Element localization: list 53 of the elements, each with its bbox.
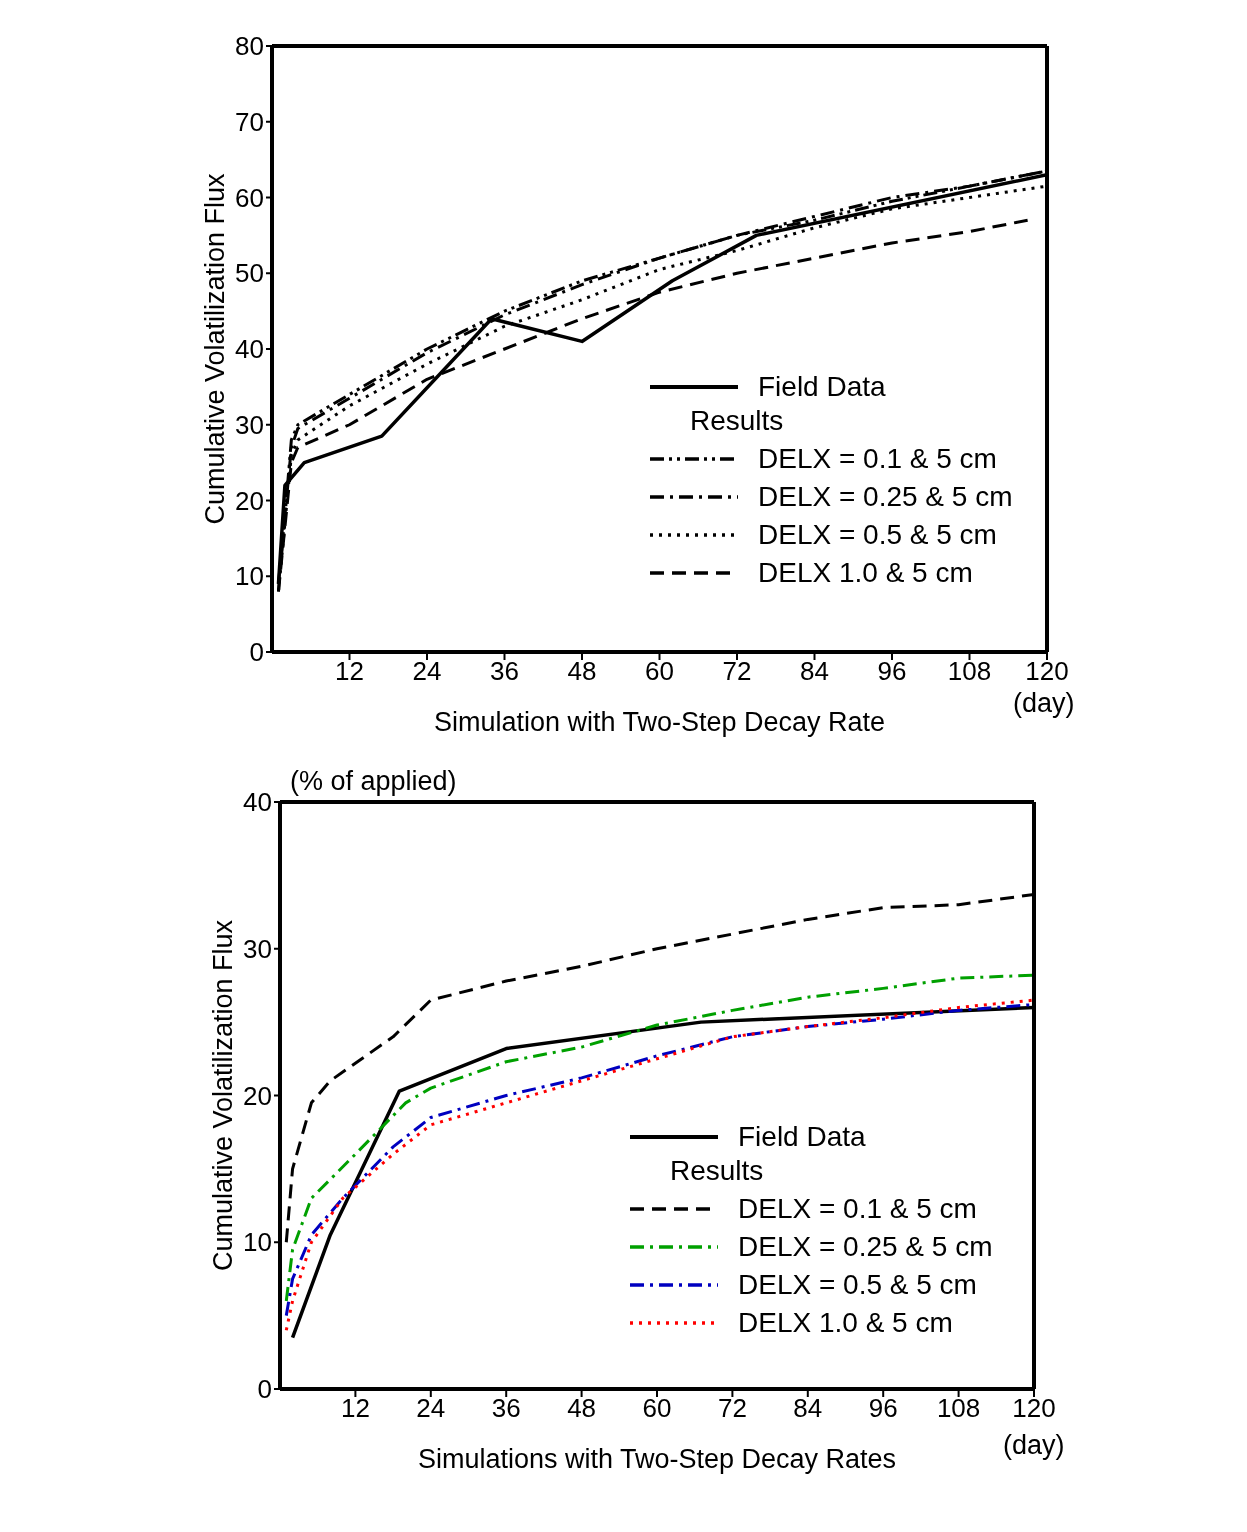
y-tick-label: 0 (249, 637, 264, 668)
x-tick-label: 12 (340, 1393, 370, 1424)
x-tick-label: 72 (722, 656, 752, 687)
x-tick-label: 72 (717, 1393, 747, 1424)
y-tick-label: 10 (243, 1227, 272, 1258)
x-tick-label: 24 (416, 1393, 446, 1424)
legend-label: DELX 1.0 & 5 cm (738, 1307, 953, 1338)
x-tick-label: 96 (868, 1393, 898, 1424)
x-tick-label: 48 (567, 656, 597, 687)
y-tick-label: 40 (243, 787, 272, 818)
x-axis-title: Simulation with Two-Step Decay Rate (433, 707, 886, 738)
y-axis-title: Cumulative Volatilization Flux (207, 919, 238, 1272)
y-tick-label: 20 (235, 485, 264, 516)
legend-label: Field Data (758, 371, 886, 402)
legend-label: DELX = 0.5 & 5 cm (738, 1269, 977, 1300)
x-tick-label: 36 (490, 656, 519, 687)
legend-label: DELX = 0.1 & 5 cm (758, 443, 997, 474)
y-axis-title: Cumulative Volatilization Flux (199, 172, 230, 525)
y-tick-label: 30 (243, 933, 272, 964)
y-tick-label: 50 (235, 258, 264, 289)
legend-label: DELX = 0.25 & 5 cm (738, 1231, 993, 1262)
y-tick-label: 40 (235, 334, 264, 365)
x-tick-label: 120 (1012, 1393, 1056, 1424)
y-tick-label: 30 (235, 409, 264, 440)
legend-title: Results (689, 405, 785, 438)
legend-label: DELX = 0.1 & 5 cm (738, 1193, 977, 1224)
x-tick-label: 36 (491, 1393, 521, 1424)
x-tick-label: 96 (877, 656, 907, 687)
y-tick-label: 10 (235, 561, 264, 592)
legend-label: DELX = 0.25 & 5 cm (758, 481, 1013, 512)
x-tick-label: 84 (800, 656, 829, 687)
x-tick-label: 48 (567, 1393, 597, 1424)
x-tick-label: 60 (645, 656, 674, 687)
x-tick-label: 108 (947, 656, 992, 687)
x-axis-title: Simulations with Two-Step Decay Rates (417, 1444, 897, 1475)
x-tick-label: 84 (793, 1393, 823, 1424)
y-tick-label: 80 (235, 31, 264, 62)
y-tick-label: 60 (235, 182, 264, 213)
legend-label: DELX = 0.5 & 5 cm (758, 519, 997, 550)
text: (day) (1003, 1430, 1065, 1461)
y-tick-label: 70 (235, 106, 264, 137)
x-tick-label: 108 (936, 1393, 981, 1424)
x-tick-label: 120 (1025, 656, 1069, 687)
text: (% of applied) (290, 766, 457, 797)
x-tick-label: 60 (642, 1393, 672, 1424)
y-tick-label: 0 (257, 1374, 272, 1405)
x-tick-label: 24 (412, 656, 442, 687)
legend-title: Results (669, 1155, 765, 1188)
x-tick-label: 12 (335, 656, 364, 687)
legend-label: Field Data (738, 1121, 866, 1152)
y-tick-label: 20 (243, 1080, 272, 1111)
text: (day) (1013, 688, 1075, 719)
legend-label: DELX 1.0 & 5 cm (758, 557, 973, 588)
